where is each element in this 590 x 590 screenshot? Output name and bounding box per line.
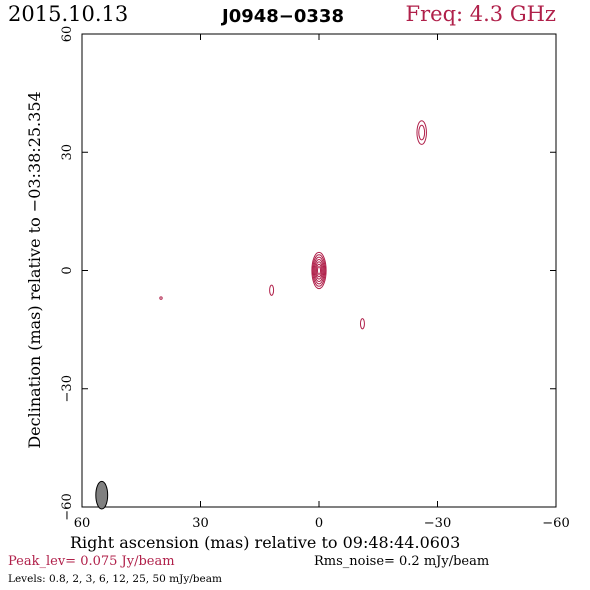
observation-date: 2015.10.13 xyxy=(8,2,129,26)
contour-line xyxy=(418,124,426,141)
contour-line xyxy=(311,251,327,290)
contour-line xyxy=(159,296,163,300)
contour-line xyxy=(416,120,427,145)
y-axis-label: Declination (mas) relative to −03:38:25.… xyxy=(25,91,44,448)
contour-levels: Levels: 0.8, 2, 3, 6, 12, 25, 50 mJy/bea… xyxy=(8,573,222,585)
x-tick-label: −30 xyxy=(424,516,451,531)
contour-line xyxy=(316,263,322,278)
beam-layer xyxy=(95,480,109,510)
x-tick-label: −60 xyxy=(542,516,569,531)
contour-line xyxy=(312,254,326,287)
y-tick-label: 60 xyxy=(60,26,75,43)
contour-line xyxy=(315,261,323,280)
contour-layer xyxy=(159,120,427,330)
y-tick-label: 30 xyxy=(60,144,75,161)
contour-line xyxy=(313,256,325,285)
source-name: J0948−0338 xyxy=(222,6,344,27)
y-tick-label: 0 xyxy=(60,266,75,274)
x-tick-label: 30 xyxy=(192,516,209,531)
x-tick-label: 0 xyxy=(315,516,323,531)
x-axis-label: Right ascension (mas) relative to 09:48:… xyxy=(70,533,461,552)
x-tick-label: 60 xyxy=(74,516,91,531)
y-tick-label: −60 xyxy=(60,493,75,520)
rms-noise: Rms_noise= 0.2 mJy/beam xyxy=(314,554,490,569)
frequency-label: Freq: 4.3 GHz xyxy=(405,2,556,26)
y-tick-label: −30 xyxy=(60,375,75,402)
contour-line xyxy=(317,266,321,275)
beam-ellipse xyxy=(95,480,109,510)
peak-level: Peak_lev= 0.075 Jy/beam xyxy=(8,554,175,569)
axis-ticks xyxy=(81,33,557,508)
contour-line xyxy=(359,318,365,330)
contour-line xyxy=(314,259,324,282)
plot-frame xyxy=(81,33,557,508)
tick-labels: 60 30 0 −30 −60 −60 −30 0 30 60 xyxy=(60,26,570,531)
contour-line xyxy=(269,284,275,296)
